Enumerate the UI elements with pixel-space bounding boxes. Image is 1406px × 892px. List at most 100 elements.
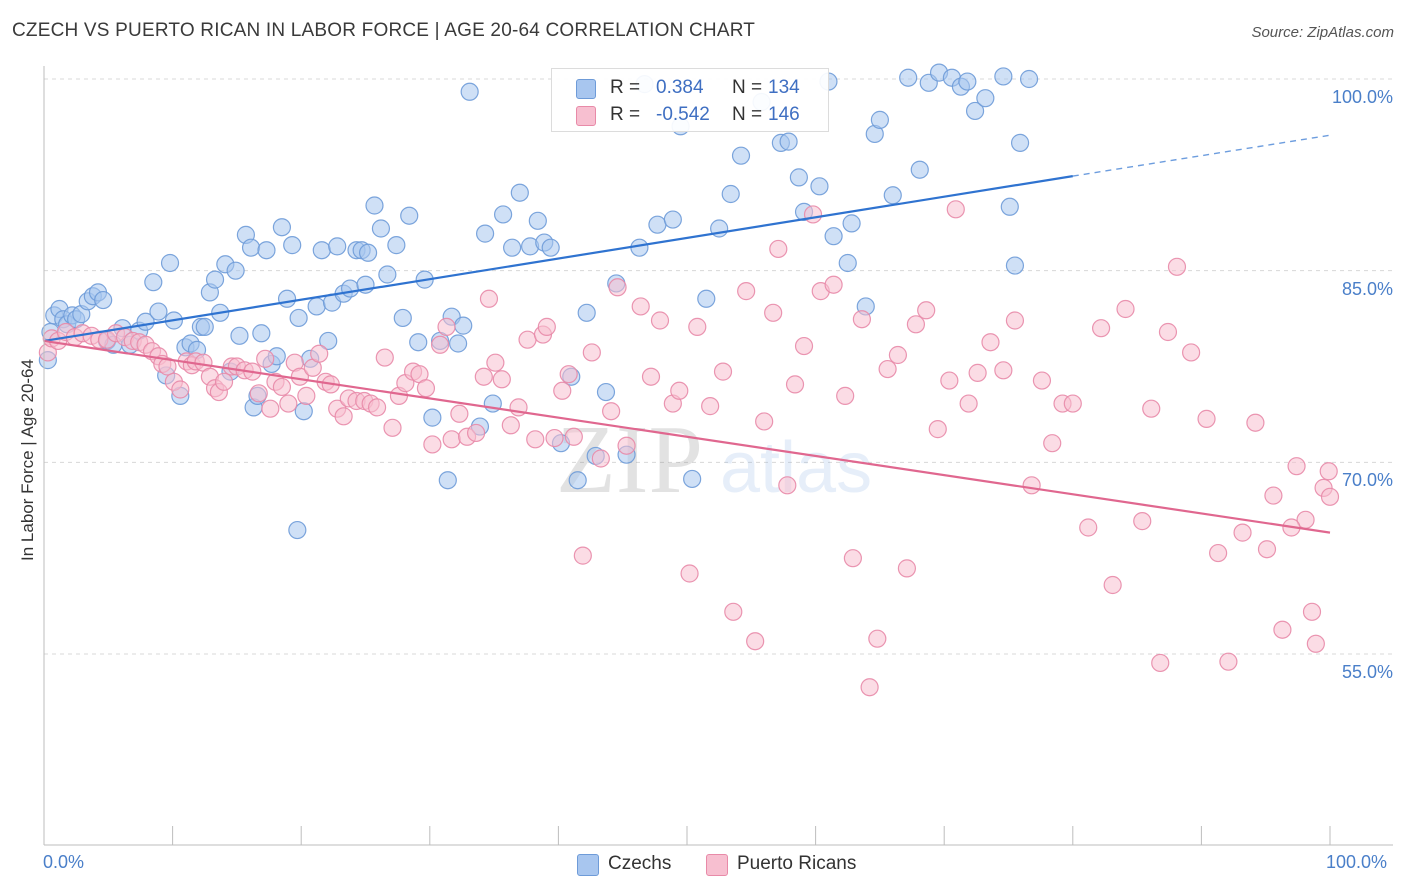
y-tick-label: 55.0% bbox=[1341, 662, 1393, 682]
data-point bbox=[214, 372, 234, 391]
data-point bbox=[958, 72, 977, 91]
data-point bbox=[195, 317, 214, 336]
stats-r-value: 0.384 bbox=[656, 77, 704, 98]
watermark-atlas: atlas bbox=[720, 428, 872, 508]
data-point bbox=[358, 243, 378, 262]
data-point bbox=[794, 336, 814, 356]
data-point bbox=[387, 236, 406, 255]
data-point bbox=[149, 302, 168, 321]
data-point bbox=[663, 210, 682, 229]
data-point bbox=[1116, 299, 1135, 319]
data-point bbox=[334, 407, 353, 426]
stats-box: R = 0.384 N = 134 R = -0.542 N = 146 bbox=[551, 68, 829, 132]
stats-n-value: 134 bbox=[768, 77, 800, 98]
data-point bbox=[423, 435, 442, 454]
data-point bbox=[1043, 434, 1062, 453]
data-point bbox=[764, 303, 783, 322]
data-point bbox=[1209, 543, 1228, 563]
axes bbox=[43, 66, 1393, 846]
data-point bbox=[257, 241, 276, 260]
legend: Czechs Puerto Ricans bbox=[0, 852, 1406, 878]
watermark: ZIP atlas bbox=[556, 406, 872, 514]
data-point bbox=[448, 334, 468, 353]
data-point bbox=[564, 427, 583, 446]
data-point bbox=[460, 82, 479, 101]
data-point bbox=[501, 416, 520, 435]
data-point bbox=[737, 282, 756, 301]
data-point bbox=[510, 183, 529, 202]
data-point bbox=[375, 348, 394, 367]
x-tick-label-min: 0.0% bbox=[43, 852, 85, 872]
data-point bbox=[976, 89, 995, 108]
data-point bbox=[940, 371, 959, 390]
data-point bbox=[466, 423, 486, 443]
data-point bbox=[878, 359, 897, 379]
data-point bbox=[553, 381, 572, 400]
data-point bbox=[631, 297, 650, 316]
y-tick-label: 85.0% bbox=[1341, 278, 1393, 299]
data-point bbox=[838, 253, 857, 273]
data-point bbox=[910, 160, 929, 179]
data-point bbox=[1005, 256, 1025, 275]
data-point bbox=[1257, 540, 1277, 559]
data-point bbox=[852, 310, 871, 329]
data-point bbox=[475, 224, 495, 243]
data-point bbox=[1273, 620, 1292, 639]
data-point bbox=[577, 303, 596, 322]
stats-n-label: N = bbox=[732, 77, 763, 98]
data-point bbox=[367, 398, 387, 417]
data-point bbox=[1103, 575, 1122, 595]
data-point bbox=[1219, 652, 1238, 671]
trend-line bbox=[43, 339, 1331, 534]
data-point bbox=[701, 397, 720, 416]
data-point bbox=[479, 289, 499, 308]
data-point bbox=[294, 402, 313, 421]
data-point bbox=[371, 219, 391, 238]
data-point bbox=[272, 377, 292, 397]
data-point bbox=[608, 278, 627, 297]
data-point bbox=[1000, 197, 1019, 216]
data-point bbox=[803, 205, 823, 224]
data-point bbox=[283, 236, 302, 255]
data-point bbox=[378, 265, 397, 284]
data-point bbox=[409, 333, 428, 352]
data-point bbox=[171, 380, 190, 399]
data-point bbox=[697, 289, 716, 308]
data-point bbox=[721, 184, 740, 204]
data-point bbox=[842, 214, 861, 233]
data-point bbox=[494, 205, 513, 224]
data-point bbox=[486, 353, 505, 372]
data-point bbox=[249, 384, 268, 403]
data-point bbox=[1032, 371, 1052, 390]
data-point bbox=[724, 602, 743, 621]
data-point bbox=[94, 290, 113, 310]
data-point bbox=[423, 408, 442, 427]
stats-r-label: R = bbox=[610, 104, 641, 125]
data-point bbox=[824, 275, 843, 294]
chart-title: CZECH VS PUERTO RICAN IN LABOR FORCE | A… bbox=[12, 20, 756, 41]
data-point bbox=[289, 308, 308, 328]
data-point bbox=[1063, 394, 1082, 413]
data-point bbox=[365, 196, 384, 215]
data-point bbox=[899, 68, 918, 87]
data-point bbox=[528, 211, 547, 230]
data-point bbox=[1158, 322, 1178, 342]
data-point bbox=[1320, 487, 1340, 506]
data-point bbox=[843, 549, 862, 568]
data-point bbox=[779, 132, 798, 151]
data-point bbox=[1142, 399, 1161, 418]
data-point bbox=[731, 146, 751, 165]
data-point bbox=[888, 345, 908, 365]
data-point bbox=[442, 430, 461, 449]
data-point bbox=[1091, 319, 1111, 338]
data-point bbox=[430, 335, 450, 354]
data-point bbox=[713, 362, 733, 381]
data-point bbox=[778, 476, 797, 495]
data-point bbox=[617, 436, 636, 455]
data-point bbox=[1197, 409, 1216, 428]
data-point bbox=[279, 394, 298, 413]
data-point bbox=[474, 367, 493, 386]
data-point bbox=[537, 317, 556, 336]
data-point bbox=[1246, 413, 1265, 432]
